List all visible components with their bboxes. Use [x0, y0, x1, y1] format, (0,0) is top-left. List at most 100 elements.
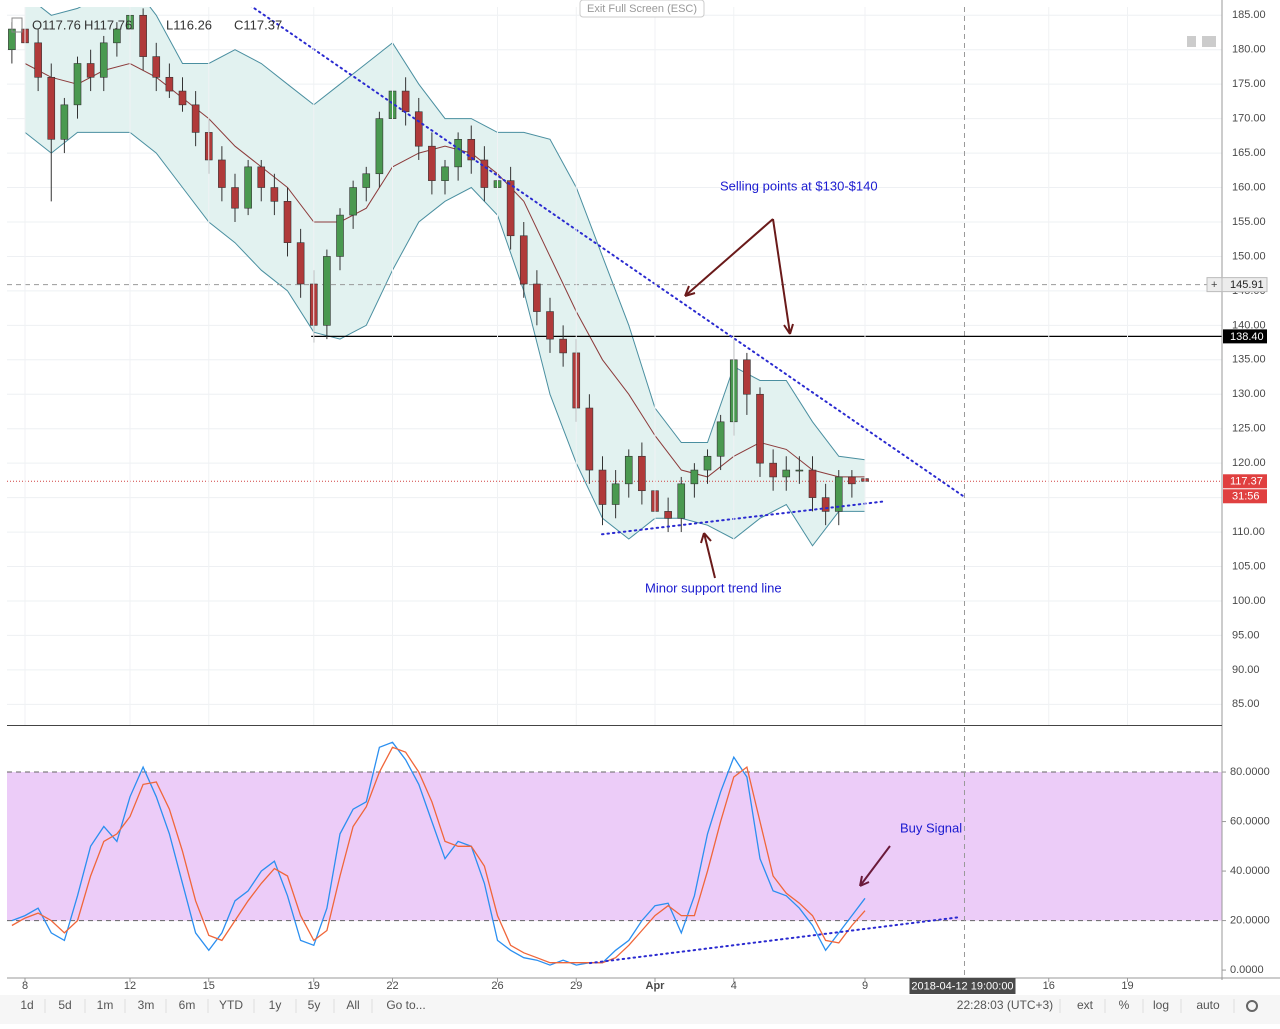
- annotation: Minor support trend line: [645, 580, 782, 595]
- candle-body: [664, 511, 672, 519]
- candle-body: [821, 497, 830, 512]
- candle-body: [349, 187, 357, 216]
- axes: 85.0090.0095.00100.00105.00110.00115.001…: [7, 0, 1280, 994]
- annotation: Selling points at $130-$140: [720, 178, 878, 193]
- trend-line: [588, 916, 961, 965]
- x-tick-label: 26: [491, 980, 503, 992]
- option-button[interactable]: log: [1153, 998, 1169, 1012]
- candle-body: [585, 407, 594, 471]
- candle-body: [638, 455, 646, 492]
- candle-body: [362, 173, 371, 188]
- y-tick-label: 120.00: [1232, 457, 1266, 469]
- goto-button[interactable]: Go to...: [386, 998, 425, 1012]
- candle-body: [611, 483, 620, 505]
- crosshair-plus: +: [1211, 279, 1217, 291]
- y-tick-label: 80.0000: [1230, 766, 1270, 778]
- range-button[interactable]: All: [346, 998, 359, 1012]
- candle-body: [782, 469, 791, 478]
- x-tick-label: 15: [203, 980, 215, 992]
- trend-line: [250, 7, 966, 499]
- candle-body: [270, 187, 279, 202]
- candle-body: [336, 214, 344, 257]
- candle-body: [559, 338, 567, 354]
- candle-body: [139, 14, 147, 57]
- ohlc-low: L116.26: [166, 17, 212, 32]
- range-button[interactable]: 5y: [308, 998, 321, 1012]
- hline-label: 138.40: [1230, 331, 1264, 343]
- hline-box: [1223, 329, 1267, 344]
- candle-body: [756, 393, 764, 464]
- band-upper: [39, 7, 866, 461]
- candle-body: [624, 455, 633, 485]
- exit-fullscreen-button[interactable]: [579, 0, 705, 18]
- candle-body: [244, 166, 252, 209]
- candle-body: [519, 235, 528, 285]
- candle-body: [113, 28, 121, 44]
- candle-body: [34, 42, 42, 78]
- annotation-arrow: [700, 532, 716, 579]
- range-button[interactable]: 1m: [97, 998, 114, 1012]
- level-band: [7, 772, 1222, 921]
- candle-body: [296, 242, 305, 285]
- crosshair-price: 145.91: [1230, 279, 1264, 291]
- pane-button[interactable]: [1202, 36, 1216, 47]
- candle-body: [848, 476, 856, 485]
- candle-body: [257, 166, 266, 188]
- candle-body: [60, 104, 69, 140]
- y-tick-label: 135.00: [1232, 354, 1266, 366]
- candle-body: [99, 42, 108, 78]
- toolbar-background: [0, 995, 1280, 1024]
- band-lower: [24, 131, 865, 547]
- candle-body: [467, 138, 476, 161]
- x-tick-label: 4: [731, 980, 737, 992]
- range-button[interactable]: YTD: [219, 998, 243, 1012]
- y-tick-label: 165.00: [1232, 147, 1266, 159]
- candle-body: [47, 76, 56, 140]
- crosshair-date-box: [909, 978, 1016, 994]
- candle-body: [598, 469, 607, 505]
- y-tick-label: 95.00: [1232, 629, 1260, 641]
- y-tick-label: 60.0000: [1230, 815, 1270, 827]
- y-tick-label: 125.00: [1232, 423, 1266, 435]
- candle-body: [152, 56, 161, 78]
- option-button[interactable]: %: [1119, 998, 1130, 1012]
- band-middle: [24, 62, 865, 478]
- x-tick-label: 8: [22, 980, 28, 992]
- annotation-arrow: [859, 845, 891, 887]
- option-button[interactable]: ext: [1077, 998, 1094, 1012]
- range-button[interactable]: 6m: [179, 998, 196, 1012]
- y-tick-label: 110.00: [1232, 526, 1265, 538]
- candle-body: [743, 359, 751, 395]
- option-button[interactable]: auto: [1196, 998, 1220, 1012]
- candle-body: [677, 483, 686, 519]
- candle-body: [533, 283, 541, 312]
- x-tick-label: Apr: [646, 980, 666, 992]
- range-button[interactable]: 3m: [138, 998, 155, 1012]
- y-tick-label: 105.00: [1232, 560, 1266, 572]
- x-tick-label: 19: [308, 980, 320, 992]
- x-tick-label: 29: [570, 980, 582, 992]
- settings-button[interactable]: [1246, 1000, 1258, 1012]
- y-tick-label: 160.00: [1232, 181, 1266, 193]
- range-button[interactable]: 5d: [58, 998, 71, 1012]
- candle-body: [834, 476, 843, 512]
- candle-body: [375, 118, 384, 175]
- candle-body: [218, 159, 226, 188]
- candle-body: [323, 256, 331, 326]
- candle-body: [165, 76, 174, 92]
- range-button[interactable]: 1d: [20, 998, 33, 1012]
- x-tick-label: 12: [124, 980, 136, 992]
- range-button[interactable]: 1y: [269, 998, 282, 1012]
- candle-body: [428, 145, 436, 181]
- last-price-label: 117.37: [1230, 476, 1263, 488]
- y-tick-label: 175.00: [1232, 78, 1266, 90]
- y-tick-label: 85.00: [1232, 698, 1260, 710]
- candle-body: [769, 462, 777, 478]
- x-tick-label: 19: [1121, 980, 1133, 992]
- pane-button[interactable]: [1187, 36, 1196, 47]
- exit-fullscreen-label[interactable]: Exit Full Screen (ESC): [587, 3, 697, 15]
- candle-body: [73, 63, 82, 106]
- candle-body: [703, 455, 712, 471]
- candle-body: [690, 469, 699, 485]
- countdown: 31:56: [1232, 491, 1260, 503]
